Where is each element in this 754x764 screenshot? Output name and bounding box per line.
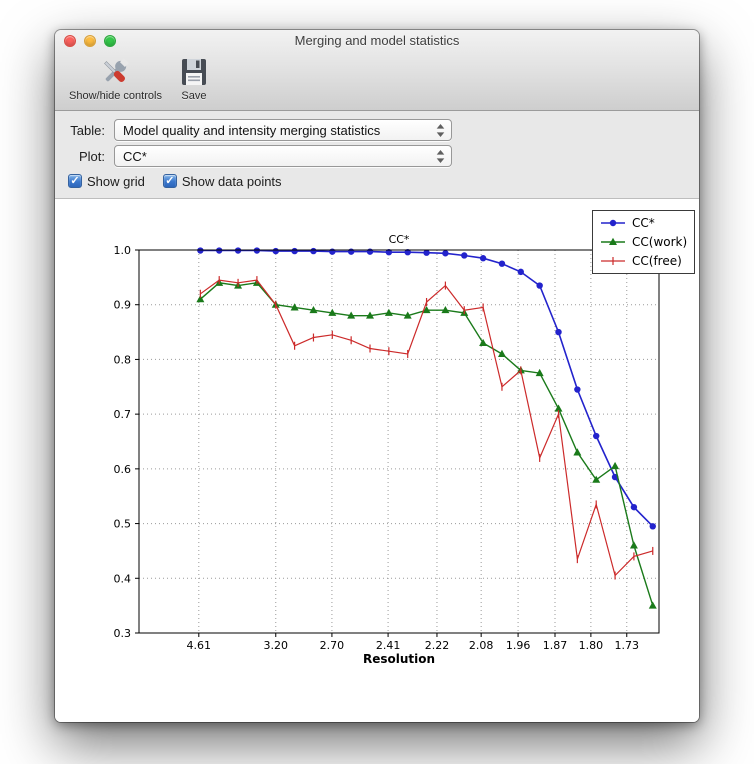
- figure-area: 0.3 0.4 0.5 0.6 0.7 0.8 0.9 1.0 4.61 3.20 2.70 2.41…: [55, 199, 699, 722]
- window-title: Merging and model statistics: [294, 33, 460, 48]
- legend-item: CC(work): [600, 235, 687, 249]
- save-icon: [178, 56, 210, 88]
- dropdown-arrows-icon: [434, 123, 447, 137]
- y-tick-label: 0.9: [114, 299, 132, 312]
- x-tick-label: 2.08: [469, 639, 494, 652]
- y-tick-label: 0.6: [114, 463, 132, 476]
- traffic-lights: [64, 35, 116, 47]
- table-dropdown-value: Model quality and intensity merging stat…: [123, 122, 381, 138]
- close-button[interactable]: [64, 35, 76, 47]
- legend-label: CC(work): [632, 235, 688, 249]
- x-tick-label: 1.96: [506, 639, 530, 652]
- x-tick-label: 2.41: [376, 639, 401, 652]
- y-tick-label: 1.0: [114, 244, 132, 257]
- x-tick-label: 1.73: [615, 639, 640, 652]
- y-tick-label: 0.7: [114, 408, 132, 421]
- y-tick-label: 0.8: [114, 353, 132, 366]
- plot-border: [138, 249, 660, 634]
- minimize-button[interactable]: [84, 35, 96, 47]
- toolbar: Show/hide controls Save: [55, 52, 699, 110]
- show-grid-label: Show grid: [87, 173, 145, 189]
- zoom-button[interactable]: [104, 35, 116, 47]
- plot-dropdown[interactable]: CC*: [114, 145, 452, 167]
- legend-item: CC*: [600, 216, 687, 230]
- table-dropdown[interactable]: Model quality and intensity merging stat…: [114, 119, 452, 141]
- legend-label: CC*: [632, 216, 655, 230]
- tools-icon: [99, 56, 131, 88]
- plot-row: Plot: CC*: [55, 143, 699, 169]
- triangle-marker-icon: [601, 237, 625, 245]
- y-tick-label: 0.3: [114, 627, 132, 640]
- vline-marker-icon: [601, 257, 625, 265]
- show-data-points-label: Show data points: [181, 173, 282, 189]
- dropdown-arrows-icon: [434, 149, 447, 163]
- chart-plot: 0.3 0.4 0.5 0.6 0.7 0.8 0.9 1.0 4.61 3.20 2.70 2.41…: [114, 233, 660, 666]
- series-cc: [197, 247, 656, 530]
- circle-marker-icon: [601, 219, 625, 227]
- show-grid-checkbox[interactable]: ✓: [68, 174, 82, 188]
- controls-panel: Table: Model quality and intensity mergi…: [55, 111, 699, 199]
- x-tick-label: 2.22: [425, 639, 450, 652]
- window-chrome: Merging and model statistics: [55, 30, 699, 111]
- table-row: Table: Model quality and intensity mergi…: [55, 117, 699, 143]
- x-tick-label: 3.20: [264, 639, 289, 652]
- legend-item: CC(free): [600, 254, 687, 268]
- plot-label: Plot:: [78, 148, 105, 164]
- series-cc-free: [199, 276, 654, 580]
- app-window: Merging and model statistics: [55, 30, 699, 722]
- table-label: Table:: [70, 122, 105, 138]
- y-tick-label: 0.5: [114, 518, 132, 531]
- chart-legend: CC* CC(work) CC(free): [592, 210, 696, 274]
- x-tick-label: 1.80: [579, 639, 604, 652]
- plot-dropdown-value: CC*: [123, 148, 147, 164]
- y-tick-label: 0.4: [114, 572, 132, 585]
- show-hide-controls-label: Show/hide controls: [69, 90, 162, 102]
- chart-xlabel: Resolution: [363, 652, 435, 666]
- legend-label: CC(free): [632, 254, 682, 268]
- x-tick-label: 1.87: [543, 639, 568, 652]
- x-tick-label: 2.70: [320, 639, 345, 652]
- titlebar[interactable]: Merging and model statistics: [55, 30, 699, 52]
- x-tick-label: 4.61: [187, 639, 212, 652]
- chart-title: CC*: [389, 233, 410, 246]
- checkbox-row: ✓ Show grid ✓ Show data points: [55, 169, 699, 193]
- save-label: Save: [181, 90, 207, 102]
- show-hide-controls-button[interactable]: Show/hide controls: [61, 54, 170, 104]
- save-button[interactable]: Save: [170, 54, 218, 104]
- show-data-points-checkbox[interactable]: ✓: [162, 174, 177, 188]
